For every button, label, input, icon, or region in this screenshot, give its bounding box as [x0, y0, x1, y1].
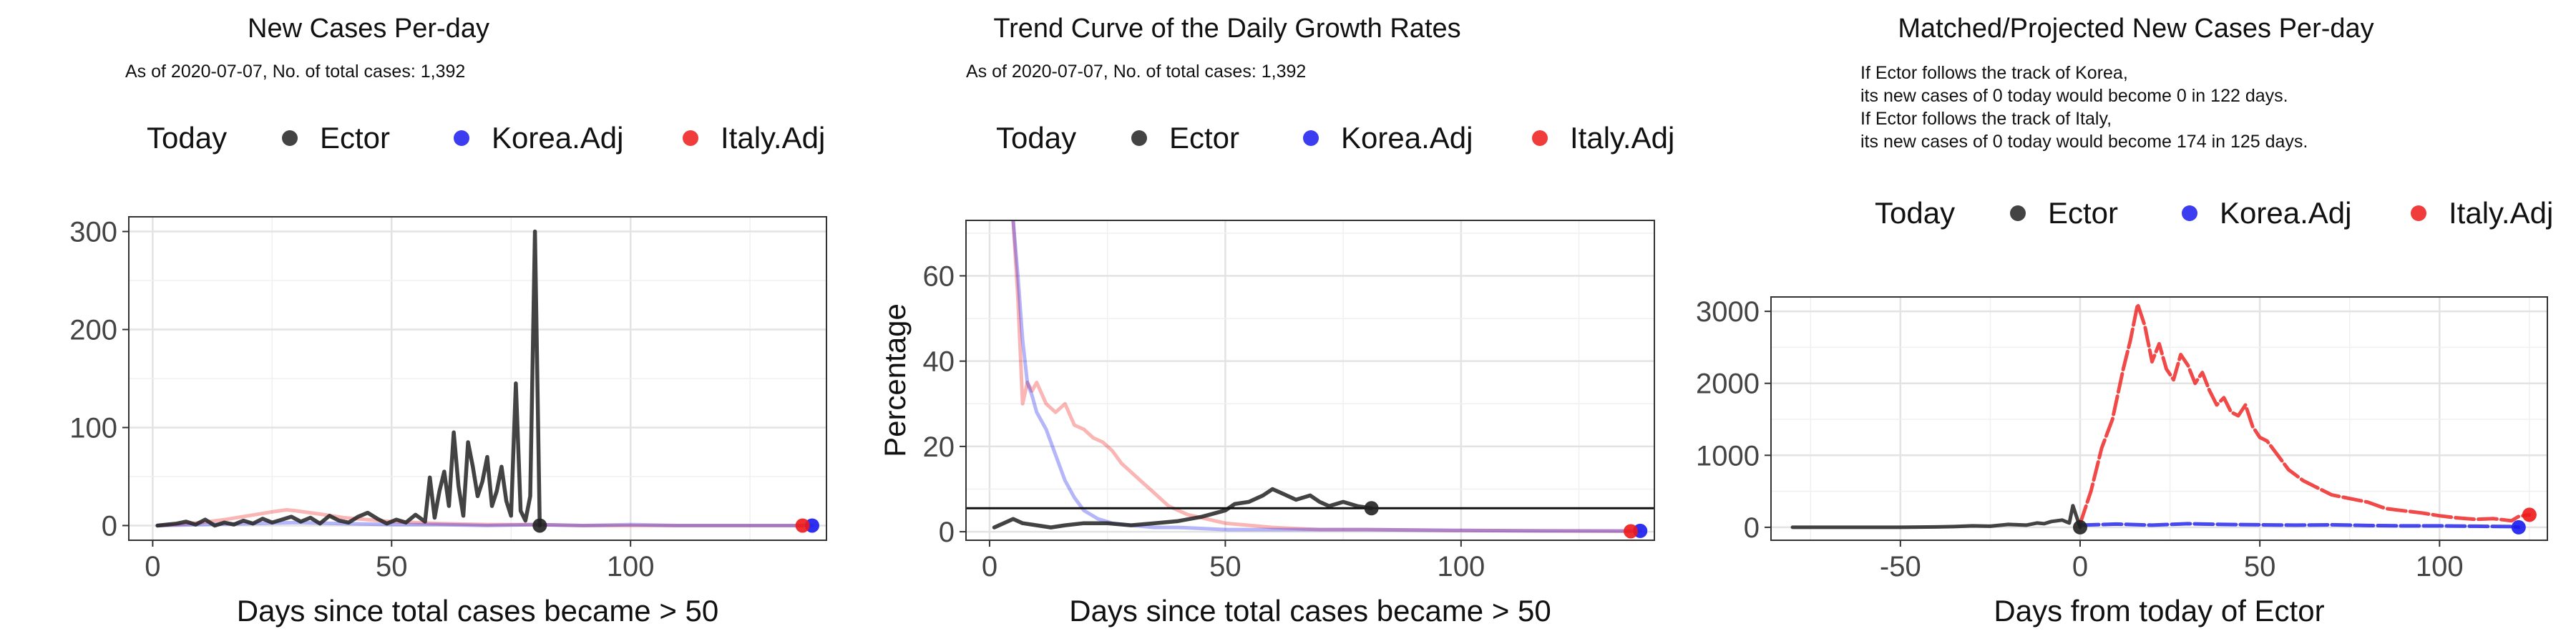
legend-label: Ector	[1169, 121, 1239, 155]
x-tick-label: 100	[1437, 551, 1485, 582]
chart-subtitle: As of 2020-07-07, No. of total cases: 1,…	[966, 62, 1306, 82]
y-tick-label: 1000	[1696, 440, 1760, 472]
plot-border	[1770, 296, 2548, 541]
chart-title: Matched/Projected New Cases Per-day	[1898, 14, 2373, 44]
x-tick-label: 50	[376, 551, 408, 582]
x-tick-label: 100	[2416, 551, 2464, 582]
x-tick-label: 50	[1209, 551, 1241, 582]
legend-marker	[2010, 205, 2026, 221]
today-point-italy-adj	[1624, 524, 1639, 539]
y-tick-label: 3000	[1696, 296, 1760, 328]
gridlines	[1771, 297, 2547, 540]
today-point-ector	[2072, 519, 2087, 535]
legend-marker	[1303, 130, 1319, 146]
series-line-ector	[992, 487, 1374, 530]
x-tick-label: -50	[1880, 551, 1921, 582]
series-layer	[1790, 302, 2532, 530]
gridlines	[129, 217, 826, 540]
y-tick-label: 0	[102, 510, 117, 542]
chart-title: New Cases Per-day	[248, 14, 489, 44]
today-point-ector	[1364, 501, 1379, 516]
series-line-korea-adj	[1011, 220, 1642, 533]
series-line-italy-adj	[155, 508, 805, 527]
panel-1: New Cases Per-day As of 2020-07-07, No. o…	[69, 14, 827, 628]
legend-label: Korea.Adj	[2220, 196, 2351, 230]
today-point-italy-adj	[2522, 507, 2537, 522]
y-tick-label: 200	[69, 315, 117, 346]
today-point-ector	[532, 518, 547, 533]
legend-marker	[1131, 130, 1147, 146]
y-tick-label: 40	[923, 346, 955, 378]
legend: Today Ector Korea.Adj Italy.Adj	[1875, 196, 2553, 230]
legend-marker	[683, 130, 698, 146]
series-line-italy-adj	[1011, 220, 1633, 533]
x-tick-label: 50	[2244, 551, 2276, 582]
plot-border	[128, 216, 827, 541]
today-point-italy-adj	[795, 518, 810, 533]
legend-marker	[2182, 205, 2197, 221]
y-tick-label: 0	[1744, 512, 1760, 544]
y-tick-label: 20	[923, 431, 955, 463]
legend-label: Italy.Adj	[721, 121, 825, 155]
legend-marker	[282, 130, 298, 146]
series-line-italy-adj	[2078, 302, 2532, 526]
projection-note: If Ector follows the track of Korea,	[1860, 63, 2128, 83]
legend-label: Italy.Adj	[1570, 121, 1674, 155]
x-tick-label: 0	[982, 551, 997, 582]
x-tick-label: 100	[607, 551, 655, 582]
legend-marker	[1532, 130, 1548, 146]
series-line-ector	[155, 229, 542, 528]
legend-marker	[2411, 205, 2426, 221]
legend-marker	[454, 130, 469, 146]
x-axis-title: Days since total cases became > 50	[1069, 594, 1551, 628]
series-line-korea-adj	[2078, 522, 2521, 530]
y-tick-label: 300	[69, 217, 117, 248]
y-tick-label: 0	[939, 517, 955, 548]
legend-title: Today	[1875, 196, 1955, 230]
legend-label: Italy.Adj	[2449, 196, 2553, 230]
y-tick-label: 100	[69, 412, 117, 444]
series-layer	[155, 229, 814, 528]
plot-border	[965, 220, 1655, 541]
legend-title: Today	[147, 121, 227, 155]
panel-3: Matched/Projected New Cases Per-day If Ec…	[1696, 14, 2553, 628]
y-tick-label: 60	[923, 260, 955, 292]
legend-title: Today	[996, 121, 1076, 155]
projection-note: If Ector follows the track of Italy,	[1860, 109, 2112, 129]
x-tick-label: 0	[2072, 551, 2088, 582]
x-axis-title: Days from today of Ector	[1994, 594, 2324, 628]
legend-label: Ector	[320, 121, 390, 155]
series-line-korea-adj	[155, 520, 814, 527]
y-axis-title: Percentage	[878, 303, 912, 457]
legend-label: Korea.Adj	[492, 121, 623, 155]
series-layer	[992, 220, 1642, 533]
today-point-korea-adj	[2511, 519, 2526, 535]
y-tick-label: 2000	[1696, 369, 1760, 400]
projection-note: its new cases of 0 today would become 0 …	[1860, 86, 2288, 106]
chart-title: Trend Curve of the Daily Growth Rates	[993, 14, 1460, 44]
panel-2: Trend Curve of the Daily Growth Rates As …	[878, 14, 1674, 628]
legend-label: Korea.Adj	[1341, 121, 1473, 155]
projection-note: its new cases of 0 today would become 17…	[1860, 132, 2308, 152]
legend: Today Ector Korea.Adj Italy.Adj	[996, 121, 1674, 155]
legend: Today Ector Korea.Adj Italy.Adj	[147, 121, 825, 155]
gridlines	[966, 220, 1654, 540]
x-axis-title: Days since total cases became > 50	[237, 594, 719, 628]
chart-subtitle: As of 2020-07-07, No. of total cases: 1,…	[125, 62, 465, 82]
legend-label: Ector	[2048, 196, 2118, 230]
series-line-ector	[1790, 504, 2082, 530]
x-tick-label: 0	[145, 551, 160, 582]
